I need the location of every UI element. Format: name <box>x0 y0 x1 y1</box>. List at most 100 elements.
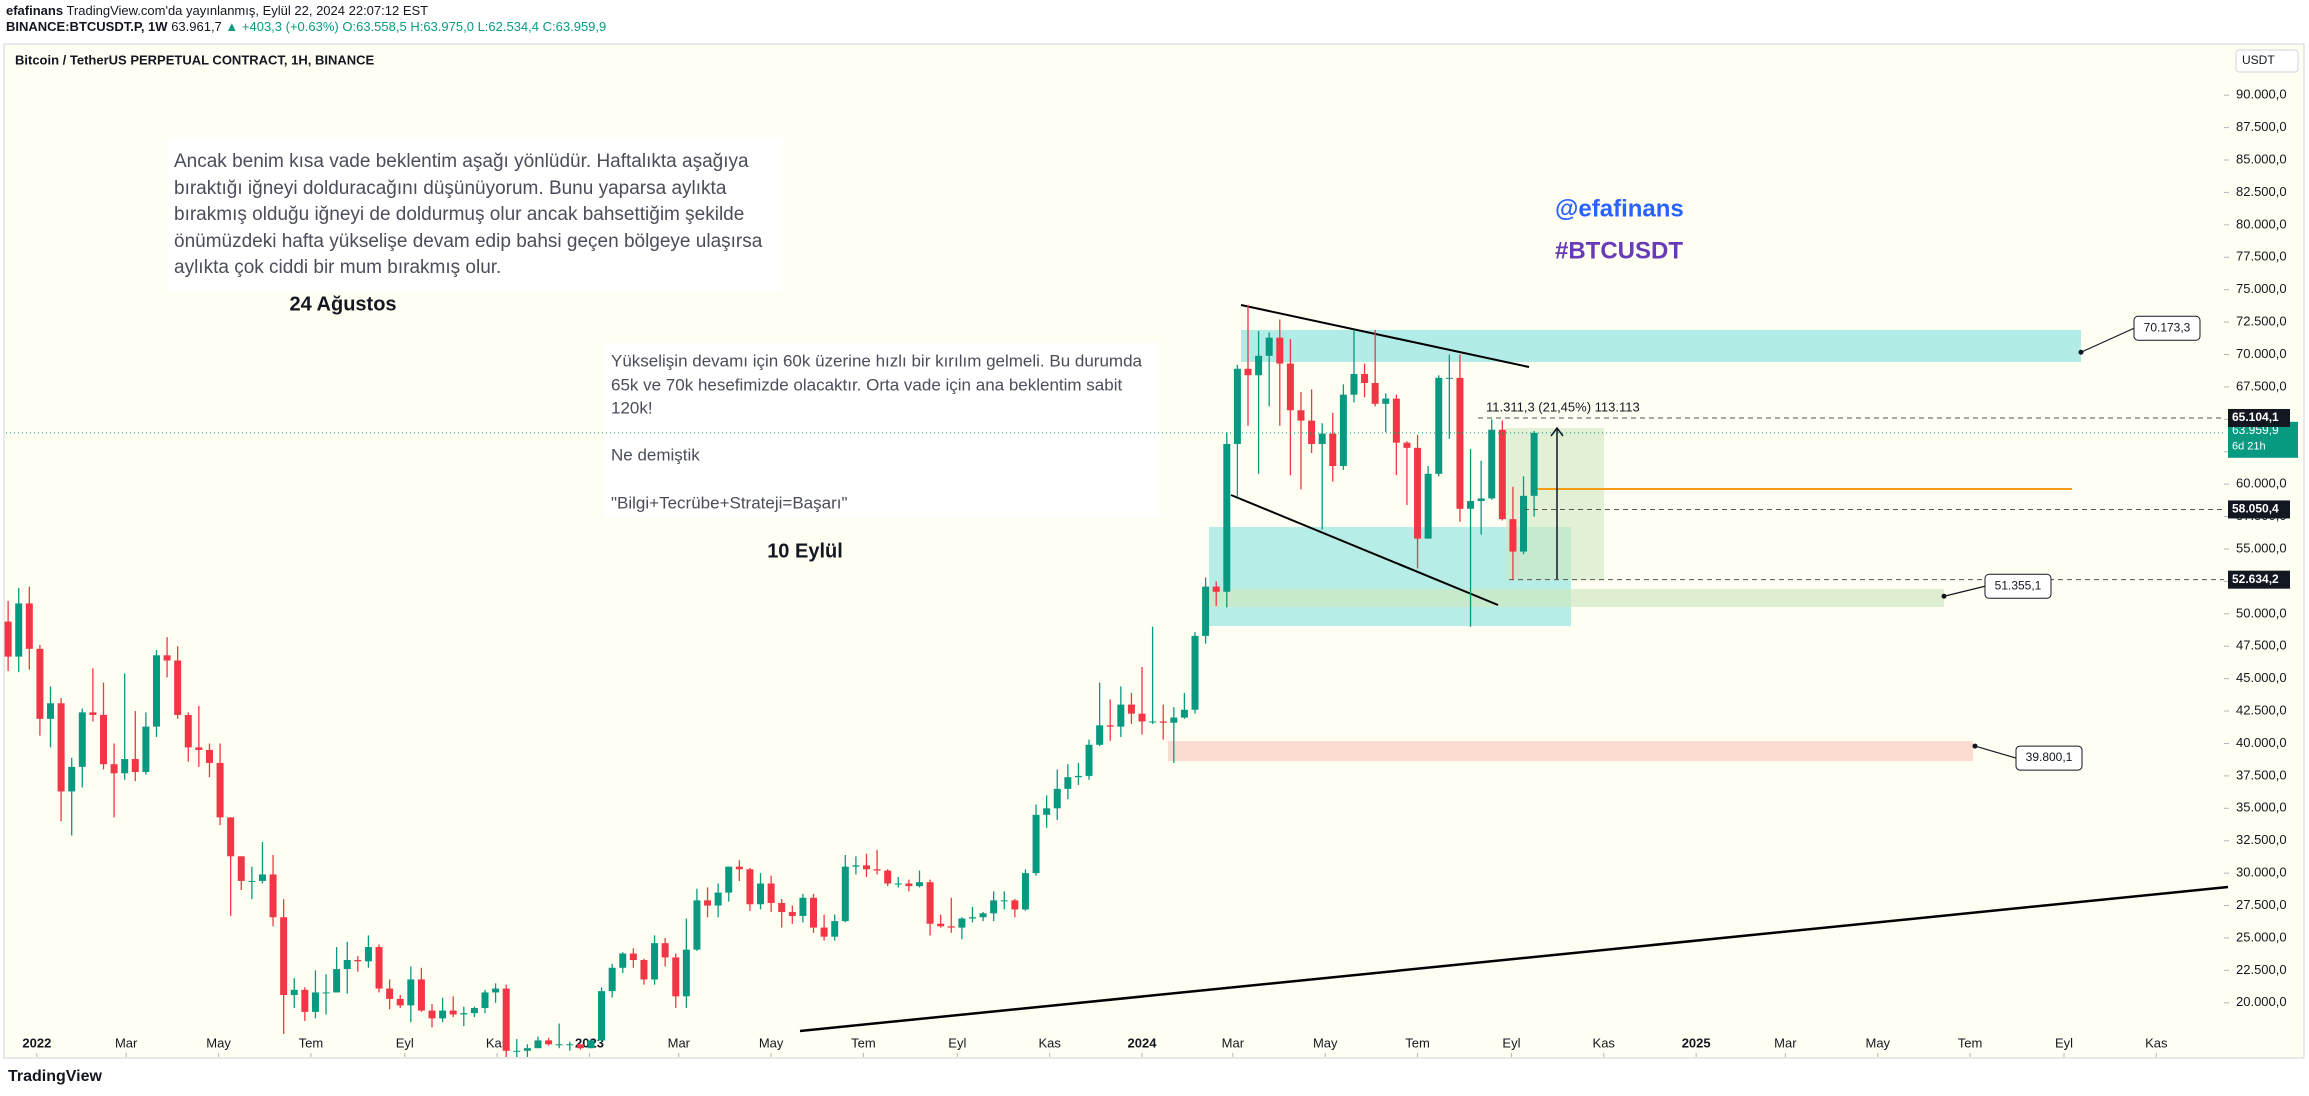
candle-body <box>89 712 97 715</box>
last-price-badge <box>2228 421 2298 458</box>
candle-body <box>1064 777 1072 789</box>
note-line: önümüzdeki hafta yükselişe devam edip ba… <box>174 231 763 252</box>
candle-body <box>216 762 224 818</box>
candle-body <box>523 1048 531 1051</box>
candle-body <box>322 992 330 994</box>
y-tick-label: 37.500,0 <box>2236 767 2287 782</box>
tag: @efafinans <box>1555 195 1684 222</box>
support-band <box>1209 589 1944 607</box>
candle-body <box>57 703 65 792</box>
demand-zone <box>1168 741 1973 761</box>
candle-body <box>269 874 277 918</box>
candle-body <box>1212 586 1220 592</box>
candle-body <box>1414 447 1422 539</box>
candle-body <box>68 766 76 792</box>
currency[interactable]: USDT <box>2242 53 2275 67</box>
candle-body <box>831 921 839 937</box>
resistance-zone <box>1241 330 2081 362</box>
candle-body <box>1297 410 1305 421</box>
candle-body <box>1318 433 1326 444</box>
candle-body <box>820 927 828 937</box>
candle-body <box>1074 775 1082 778</box>
x-tick-label: Mar <box>1774 1035 1797 1050</box>
candle-body <box>492 988 500 993</box>
y-tick-label: 50.000,0 <box>2236 605 2287 620</box>
y-tick-label: 67.500,0 <box>2236 378 2287 393</box>
candle-body <box>1000 900 1008 902</box>
candle-body <box>131 759 139 773</box>
note-line: bıraktığı iğneyi dolduracağını düşünüyor… <box>174 178 727 199</box>
x-tick-label: Tem <box>851 1035 876 1050</box>
y-tick-label: 25.000,0 <box>2236 929 2287 944</box>
candle-body <box>1191 635 1199 710</box>
x-tick-label: Kas <box>1593 1035 1616 1050</box>
measure-label: 11.311,3 (21,45%) 113.113 <box>1486 399 1640 414</box>
currency-button[interactable] <box>2235 49 2299 73</box>
candle-body <box>396 998 404 1006</box>
x-tick-label: May <box>1866 1035 1891 1050</box>
x-tick-label: Tem <box>1405 1035 1430 1050</box>
change: ▲ +403,3 (+0.63%) <box>225 19 338 34</box>
note-box-1 <box>168 137 783 292</box>
candle-body <box>47 703 55 719</box>
candle-body <box>195 747 203 750</box>
candle-body <box>937 923 945 927</box>
x-tick-label: May <box>1313 1035 1338 1050</box>
candle-body <box>757 883 765 905</box>
y-tick-label: 80.000,0 <box>2236 216 2287 231</box>
candle-body <box>1021 873 1029 910</box>
candle-body <box>1255 355 1263 376</box>
published: TradingView.com'da yayınlanmış, Eylül 22… <box>66 3 428 18</box>
candle-body <box>1456 377 1464 509</box>
candle-body <box>470 1007 478 1014</box>
candle-body <box>566 1044 574 1046</box>
level-badge <box>2228 570 2290 589</box>
trend-line-long <box>799 885 2229 1033</box>
callout-label: 51.355,1 <box>1995 578 2042 592</box>
candle-body <box>629 953 637 961</box>
x-tick-label: Kas <box>2145 1035 2168 1050</box>
x-tick-label: May <box>759 1035 784 1050</box>
candle-body <box>439 1010 447 1019</box>
y-tick-label: 40.000,0 <box>2236 735 2287 750</box>
tag: #BTCUSDT <box>1555 237 1683 264</box>
candle-body <box>1106 725 1114 727</box>
x-tick-label: Tem <box>299 1035 324 1050</box>
candle-body <box>1053 788 1061 809</box>
symbol: BINANCE:BTCUSDT.P, 1W <box>6 19 168 34</box>
candle-body <box>810 897 818 928</box>
candle-body <box>333 969 341 993</box>
y-tick-label: 47.500,0 <box>2236 638 2287 653</box>
candle-body <box>534 1040 542 1049</box>
callout-leader <box>1943 585 1986 597</box>
candle-body <box>36 648 44 719</box>
x-tick-label: Eyl <box>948 1035 966 1050</box>
note-line: 120k! <box>611 398 653 417</box>
candle-body <box>1127 704 1135 714</box>
candle-body <box>1265 337 1273 356</box>
candle-body <box>386 988 394 999</box>
candle-body <box>460 1013 468 1015</box>
y-tick-label: 72.500,0 <box>2236 314 2287 329</box>
candle-body <box>555 1044 563 1046</box>
level-label: 65.104,1 <box>2232 410 2279 424</box>
candle-body <box>1435 377 1443 474</box>
candle-body <box>1445 377 1453 379</box>
y-tick-label: 87.500,0 <box>2236 119 2287 134</box>
candle-body <box>926 882 934 924</box>
candle-body <box>354 960 362 962</box>
y-tick-label: 70.000,0 <box>2236 346 2287 361</box>
candle-body <box>205 749 213 763</box>
candle-body <box>1085 744 1093 776</box>
note-line: Ancak benim kısa vade beklentim aşağı yö… <box>174 151 749 172</box>
candle-body <box>163 655 171 661</box>
candle-body <box>788 912 796 916</box>
candle-body <box>417 979 425 1011</box>
candle-body <box>1170 717 1178 723</box>
candle-body <box>1180 709 1188 718</box>
candle-body <box>121 759 129 774</box>
chart-title: Bitcoin / TetherUS PERPETUAL CONTRACT, 1… <box>15 52 375 67</box>
candle-body <box>619 953 627 968</box>
candle-body <box>513 1050 521 1052</box>
